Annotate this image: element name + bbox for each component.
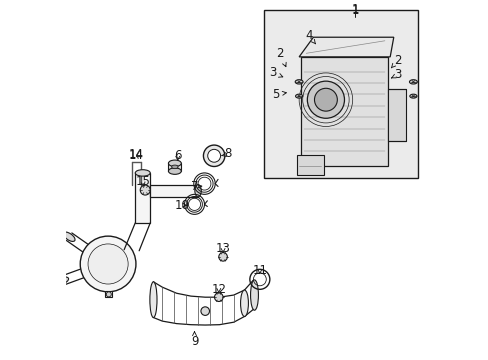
Bar — [387, 89, 406, 141]
Text: 15: 15 — [135, 175, 150, 188]
Text: 7: 7 — [191, 180, 202, 193]
Circle shape — [314, 88, 337, 111]
Circle shape — [307, 81, 344, 118]
Text: 1: 1 — [351, 3, 358, 16]
Text: 2: 2 — [390, 54, 401, 68]
Circle shape — [201, 307, 209, 315]
Text: 1: 1 — [351, 4, 358, 17]
Text: 2: 2 — [276, 47, 285, 67]
Circle shape — [140, 185, 150, 195]
Ellipse shape — [171, 165, 178, 168]
Circle shape — [80, 236, 136, 292]
Text: 14: 14 — [129, 149, 144, 162]
Bar — [297, 155, 324, 175]
Circle shape — [203, 145, 224, 166]
Polygon shape — [299, 37, 393, 57]
Text: 6: 6 — [174, 149, 181, 162]
Circle shape — [207, 149, 220, 162]
Circle shape — [106, 292, 111, 297]
Text: 4: 4 — [305, 29, 315, 44]
Bar — [300, 57, 387, 166]
Bar — [135, 173, 150, 223]
Ellipse shape — [409, 94, 416, 98]
Text: 8: 8 — [222, 148, 232, 161]
Ellipse shape — [168, 160, 181, 166]
Bar — [168, 163, 181, 171]
Ellipse shape — [168, 168, 181, 174]
Text: 3: 3 — [391, 68, 401, 81]
Ellipse shape — [295, 80, 303, 84]
Text: 3: 3 — [269, 67, 282, 80]
Text: 5: 5 — [271, 88, 286, 101]
Text: 13: 13 — [215, 242, 230, 255]
Circle shape — [218, 253, 227, 261]
Circle shape — [214, 293, 223, 301]
Circle shape — [88, 244, 128, 284]
Ellipse shape — [135, 170, 150, 176]
Text: 10: 10 — [174, 199, 189, 212]
Bar — [150, 185, 198, 197]
Text: 9: 9 — [190, 332, 198, 348]
Ellipse shape — [149, 282, 157, 318]
Ellipse shape — [295, 94, 302, 98]
Text: 14: 14 — [129, 148, 144, 161]
Ellipse shape — [55, 277, 68, 285]
Ellipse shape — [63, 232, 75, 242]
Text: 11: 11 — [252, 264, 267, 276]
Bar — [264, 10, 417, 178]
Ellipse shape — [408, 80, 416, 84]
Text: 12: 12 — [211, 283, 226, 296]
Ellipse shape — [250, 280, 258, 310]
Ellipse shape — [194, 185, 201, 197]
Bar — [104, 291, 112, 297]
Ellipse shape — [240, 290, 248, 316]
